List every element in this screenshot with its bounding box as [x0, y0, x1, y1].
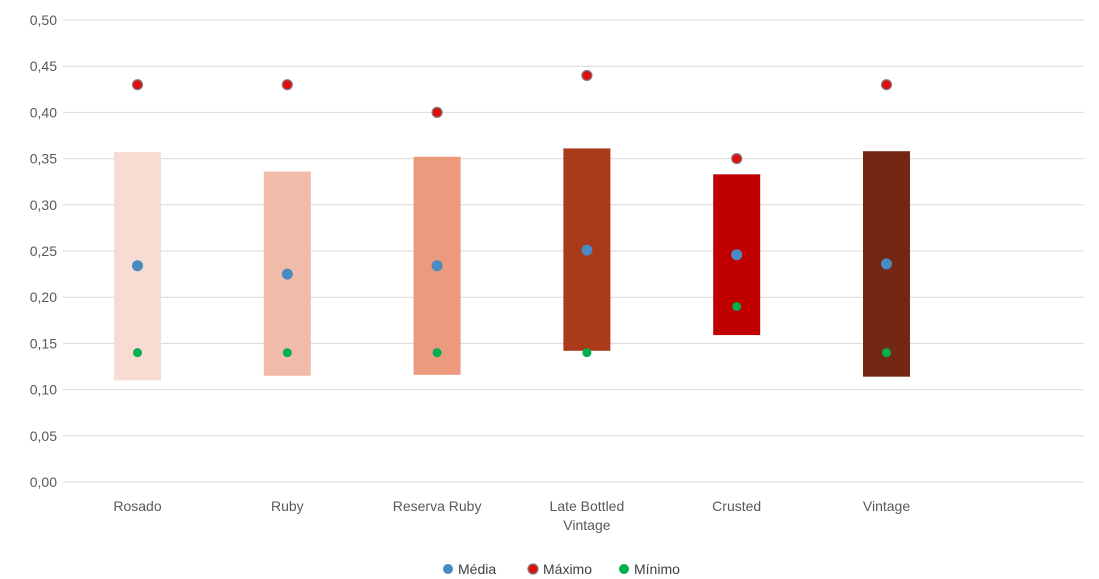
x-tick-label: Rosado [113, 498, 161, 514]
legend: Média Máximo Mínimo [443, 561, 680, 577]
y-tick-label: 0,00 [30, 474, 57, 490]
legend-marker [527, 563, 539, 575]
legend-marker [443, 564, 453, 574]
point-maximo [431, 106, 443, 119]
point-minimo [882, 348, 891, 358]
x-tick-label: Crusted [712, 498, 761, 514]
point-maximo [131, 79, 144, 91]
y-tick-label: 0,50 [30, 12, 57, 28]
y-tick-label: 0,15 [30, 335, 57, 351]
x-tick-label: Late Bottled [550, 498, 625, 514]
legend-label: Máximo [543, 561, 592, 577]
y-tick-label: 0,40 [30, 104, 57, 120]
x-tick-label: Vintage [863, 498, 910, 514]
x-tick-label: Vintage [563, 517, 610, 533]
y-tick-label: 0,20 [30, 289, 57, 305]
point-media [731, 249, 743, 261]
legend-label: Mínimo [634, 561, 680, 577]
point-maximo [731, 153, 743, 165]
x-axis-labels: Rosado Ruby Reserva Ruby Late Bottled Vintag… [113, 498, 910, 533]
point-media [881, 258, 892, 270]
range-bars [114, 148, 910, 381]
point-minimo [432, 348, 442, 358]
series-points [131, 69, 893, 358]
y-tick-label: 0,10 [30, 382, 57, 398]
y-tick-label: 0,35 [30, 151, 57, 167]
point-minimo [732, 301, 742, 311]
point-maximo [281, 79, 293, 91]
legend-marker [619, 564, 629, 574]
point-media [431, 260, 443, 272]
point-media [581, 244, 593, 256]
y-tick-label: 0,45 [30, 58, 57, 74]
y-tick-label: 0,05 [30, 428, 57, 444]
point-minimo [282, 348, 292, 358]
point-media [132, 260, 143, 272]
point-maximo [880, 79, 893, 91]
point-minimo [133, 348, 142, 358]
y-axis-ticks: 0,00 0,05 0,10 0,15 0,20 0,25 0,30 0,35 0,40 0,45… [30, 12, 57, 490]
x-tick-label: Reserva Ruby [393, 498, 482, 514]
point-media [281, 268, 293, 280]
legend-label: Média [458, 561, 496, 577]
y-tick-label: 0,25 [30, 243, 57, 259]
point-minimo [582, 348, 592, 358]
point-maximo [581, 69, 593, 82]
x-tick-label: Ruby [271, 498, 304, 514]
y-tick-label: 0,30 [30, 197, 57, 213]
